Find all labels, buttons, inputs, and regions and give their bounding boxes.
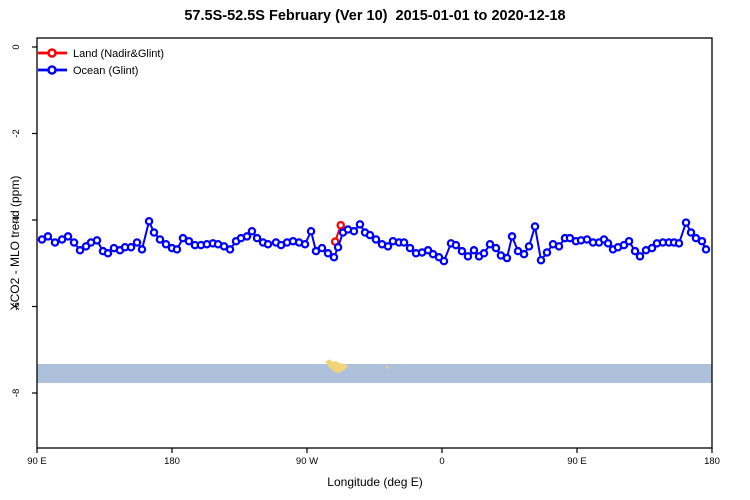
x-tick-label: 180	[704, 456, 720, 467]
ocean-data-point	[524, 242, 534, 251]
ocean-data-point	[184, 236, 194, 246]
land-data-point	[336, 220, 345, 230]
ocean-data-point	[69, 238, 79, 247]
ocean-data-point	[530, 222, 540, 231]
ocean-data-point	[439, 256, 449, 266]
ocean-data-point	[50, 238, 60, 247]
chart-title: 57.5S-52.5S February (Ver 10) 2015-01-01…	[184, 8, 566, 24]
ocean-data-point	[161, 239, 171, 249]
ocean-data-point	[126, 242, 136, 252]
legend-ocean-label: Ocean (Glint)	[73, 65, 138, 77]
ocean-data-point	[491, 243, 501, 253]
ocean-data-point	[603, 239, 613, 248]
ocean-data-point	[144, 217, 154, 226]
ocean-data-point	[681, 218, 691, 227]
ocean-data-point	[630, 246, 640, 256]
ocean-data-point	[92, 236, 102, 245]
legend-ocean-marker-icon	[47, 65, 57, 75]
ocean-data-point	[697, 236, 707, 246]
ocean-data-point	[103, 249, 113, 258]
x-tick-label: 90 E	[27, 456, 47, 467]
ocean-data-point	[75, 246, 85, 255]
ocean-data-point	[63, 232, 73, 241]
ocean-data-point	[647, 243, 657, 253]
south-america-tip-land-patch	[326, 359, 348, 374]
ocean-data-point	[43, 232, 53, 241]
ocean-data-point	[371, 235, 381, 244]
ocean-data-point	[306, 226, 316, 236]
ocean-data-point	[686, 228, 696, 237]
ocean-data-point	[242, 232, 252, 241]
y-tick-label: -2	[11, 129, 22, 137]
x-tick-label: 0	[439, 456, 444, 467]
ocean-data-point	[349, 226, 359, 236]
ocean-data-point	[485, 239, 495, 249]
ocean-data-point	[624, 236, 634, 246]
ocean-data-point	[383, 242, 393, 251]
ocean-data-point	[225, 245, 235, 254]
ocean-data-point	[479, 249, 489, 258]
ocean-data-point	[365, 230, 375, 240]
ocean-data-point	[469, 246, 479, 255]
ocean-data-point	[137, 245, 147, 254]
ocean-data-point	[554, 242, 564, 251]
ocean-data-point	[155, 235, 165, 244]
ocean-data-point	[502, 253, 512, 263]
x-tick-label: 180	[164, 456, 180, 467]
ocean-data-point	[172, 245, 182, 254]
ocean-data-point	[507, 232, 517, 241]
ocean-data-point	[457, 246, 467, 256]
ocean-data-point	[252, 233, 262, 243]
ocean-data-point	[399, 238, 409, 247]
ocean-data-point	[247, 226, 257, 236]
legend-land-label: Land (Nadir&Glint)	[73, 48, 164, 60]
south-georgia-island-land-patch	[386, 366, 390, 369]
x-axis-title: Longitude (deg E)	[327, 475, 423, 489]
y-tick-label: -4	[11, 216, 22, 224]
ocean-data-point	[519, 249, 529, 259]
plot-box	[36, 37, 713, 449]
ocean-data-point	[635, 252, 645, 261]
y-tick-label: -8	[11, 389, 22, 397]
ocean-data-point	[355, 220, 365, 229]
ocean-data-point	[323, 249, 333, 258]
latitude-band	[37, 364, 712, 384]
y-tick-label: 0	[11, 44, 22, 49]
ocean-data-point	[263, 239, 273, 249]
y-tick-label: -6	[11, 302, 22, 310]
ocean-data-point	[149, 228, 159, 237]
ocean-data-point	[405, 243, 415, 253]
ocean-data-point	[329, 252, 339, 262]
ocean-data-point	[701, 245, 711, 254]
legend-item-ocean: Ocean (Glint)	[38, 65, 138, 77]
ocean-data-point	[619, 240, 629, 250]
ocean-data-point	[300, 239, 310, 249]
ocean-data-point	[451, 240, 461, 250]
legend-item-land: Land (Nadir&Glint)	[38, 48, 164, 60]
ocean-data-point	[542, 248, 552, 257]
ocean-data-point	[463, 252, 473, 261]
legend: Land (Nadir&Glint) Ocean (Glint)	[38, 48, 164, 77]
ocean-data-point	[536, 255, 546, 265]
ocean-data-point	[317, 243, 327, 253]
plot-dynamic-layer: 90 E 180 90 W 0 90 E 180 0 -2 -4 -6 -8	[11, 37, 720, 467]
legend-land-marker-icon	[47, 48, 57, 58]
ocean-data-point	[674, 239, 684, 248]
x-tick-label: 90 E	[567, 456, 587, 467]
y-axis-title: XCO2 - MLO trend (ppm)	[8, 175, 22, 311]
ocean-data-point	[132, 238, 142, 247]
ocean-data-point	[333, 242, 343, 252]
x-tick-label: 90 W	[296, 456, 318, 467]
